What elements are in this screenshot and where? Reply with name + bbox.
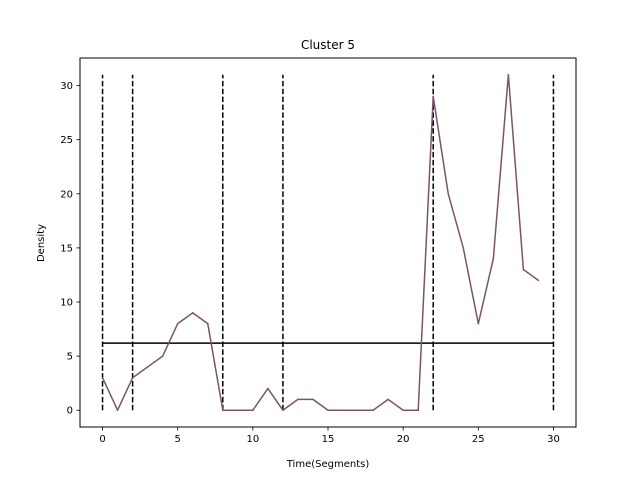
data-point <box>116 409 119 412</box>
data-point <box>161 355 164 357</box>
chart-title: Cluster 5 <box>301 38 355 52</box>
x-axis-label: Time(Segments) <box>286 459 370 470</box>
data-point <box>146 366 149 368</box>
x-tick-label: 0 <box>99 434 105 445</box>
data-point <box>297 398 299 401</box>
data-point <box>131 376 134 379</box>
axis-ticks: 0 5 10 15 20 25 30 0 5 10 15 20 25 30 <box>60 81 560 445</box>
x-tick-label: 25 <box>472 434 485 445</box>
data-point <box>267 387 269 390</box>
data-point <box>447 193 450 195</box>
data-point <box>432 95 435 98</box>
data-point <box>462 247 465 249</box>
x-tick-label: 30 <box>547 434 560 445</box>
y-tick-label: 30 <box>60 81 73 92</box>
data-point <box>221 409 224 412</box>
data-point <box>191 312 194 314</box>
data-point <box>417 409 419 412</box>
y-tick-label: 25 <box>60 135 73 146</box>
data-point <box>176 322 179 325</box>
x-tick-label: 5 <box>175 434 181 445</box>
data-point <box>387 398 389 401</box>
y-tick-label: 15 <box>60 243 73 254</box>
data-point <box>402 409 404 412</box>
series-line <box>101 74 539 411</box>
x-tick-label: 10 <box>246 434 259 445</box>
data-point <box>522 268 525 271</box>
data-point <box>372 409 374 412</box>
data-point <box>342 409 344 412</box>
plot-area <box>101 73 555 412</box>
data-point <box>252 409 254 412</box>
data-point <box>206 322 209 325</box>
data-point <box>357 409 359 412</box>
y-tick-label: 10 <box>60 298 73 309</box>
data-point <box>492 257 495 260</box>
data-point <box>537 279 540 282</box>
data-point <box>327 409 329 412</box>
data-point <box>101 376 104 379</box>
y-tick-label: 5 <box>67 352 73 363</box>
data-point <box>477 322 480 325</box>
y-tick-label: 20 <box>60 189 73 200</box>
data-point <box>237 409 239 412</box>
data-point <box>312 398 314 401</box>
y-tick-label: 0 <box>67 406 73 417</box>
x-tick-label: 15 <box>322 434 335 445</box>
data-point <box>282 409 284 412</box>
y-axis-label: Density <box>36 224 47 262</box>
data-point <box>507 73 510 76</box>
x-tick-label: 20 <box>397 434 410 445</box>
